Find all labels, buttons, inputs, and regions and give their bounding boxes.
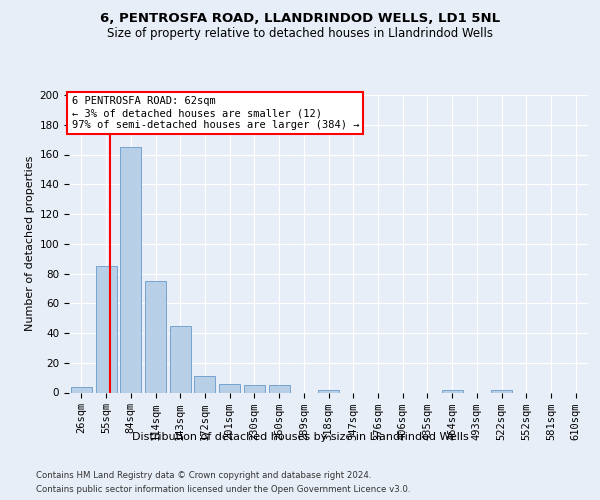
Bar — [120, 147, 141, 392]
Bar — [145, 281, 166, 392]
Text: Size of property relative to detached houses in Llandrindod Wells: Size of property relative to detached ho… — [107, 28, 493, 40]
Y-axis label: Number of detached properties: Number of detached properties — [25, 156, 35, 332]
Text: Distribution of detached houses by size in Llandrindod Wells: Distribution of detached houses by size … — [131, 432, 469, 442]
Text: Contains HM Land Registry data © Crown copyright and database right 2024.: Contains HM Land Registry data © Crown c… — [36, 471, 371, 480]
Bar — [170, 326, 191, 392]
Text: Contains public sector information licensed under the Open Government Licence v3: Contains public sector information licen… — [36, 485, 410, 494]
Bar — [219, 384, 240, 392]
Bar — [71, 386, 92, 392]
Bar — [491, 390, 512, 392]
Text: 6, PENTROSFA ROAD, LLANDRINDOD WELLS, LD1 5NL: 6, PENTROSFA ROAD, LLANDRINDOD WELLS, LD… — [100, 12, 500, 26]
Bar — [318, 390, 339, 392]
Bar — [269, 385, 290, 392]
Bar — [194, 376, 215, 392]
Bar — [95, 266, 116, 392]
Text: 6 PENTROSFA ROAD: 62sqm
← 3% of detached houses are smaller (12)
97% of semi-det: 6 PENTROSFA ROAD: 62sqm ← 3% of detached… — [71, 96, 359, 130]
Bar — [244, 385, 265, 392]
Bar — [442, 390, 463, 392]
